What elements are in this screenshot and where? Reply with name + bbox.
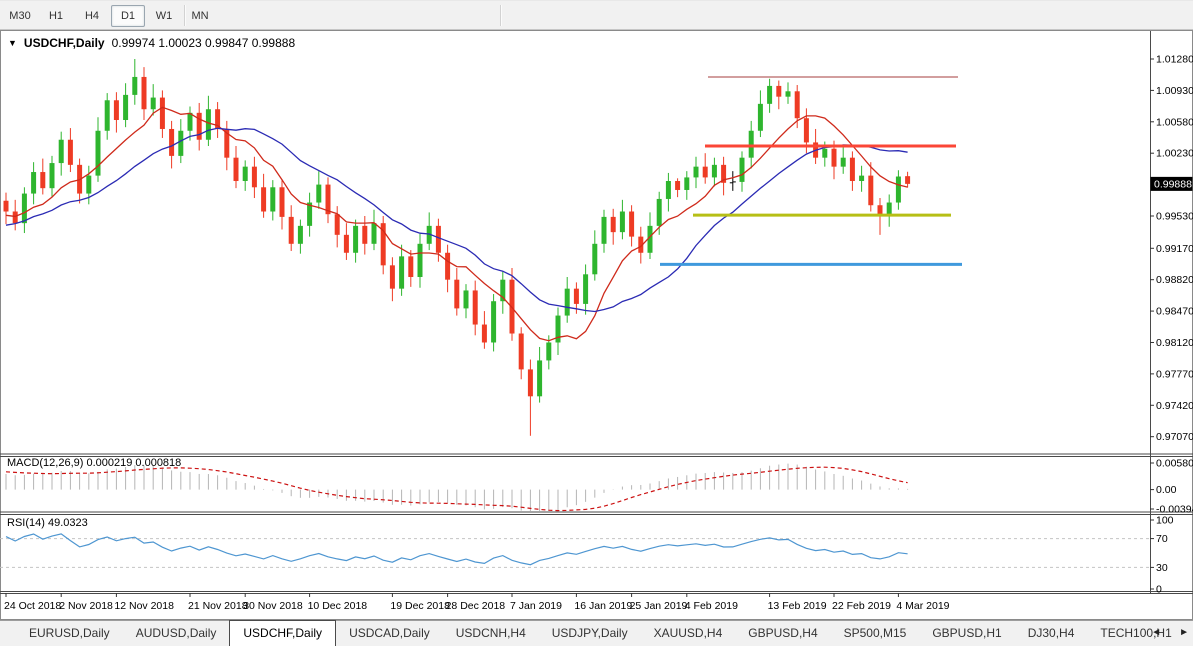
timeframe-button-m30[interactable]: M30 — [9, 10, 31, 22]
chart-symbol-label: USDCHF,Daily — [23, 36, 105, 50]
svg-text:10 Dec 2018: 10 Dec 2018 — [308, 600, 368, 612]
ma-fast-line — [5, 106, 908, 342]
svg-text:7 Jan 2019: 7 Jan 2019 — [510, 600, 562, 612]
timeframe-button-mn[interactable]: MN — [191, 10, 209, 22]
chart-tab-sp500-m15[interactable]: SP500,M15 — [843, 626, 907, 640]
chart-tab-usdcnh-h4[interactable]: USDCNH,H4 — [455, 626, 526, 640]
toolbar-separator — [500, 5, 502, 26]
svg-text:19 Dec 2018: 19 Dec 2018 — [390, 600, 450, 612]
chart-tab-dj30-h4[interactable]: DJ30,H4 — [1027, 626, 1075, 640]
svg-text:0.98120: 0.98120 — [1156, 337, 1193, 349]
svg-text:0.97420: 0.97420 — [1156, 400, 1193, 412]
rsi-indicator-label: RSI(14) 49.0323 — [7, 517, 88, 529]
chart-tab-usdchf-daily[interactable]: USDCHF,Daily — [229, 620, 337, 646]
svg-text:25 Jan 2019: 25 Jan 2019 — [630, 600, 688, 612]
ma-slow-line — [5, 127, 908, 313]
svg-text:1.00230: 1.00230 — [1156, 148, 1193, 160]
svg-text:-0.00394: -0.00394 — [1156, 504, 1193, 516]
svg-text:2 Nov 2018: 2 Nov 2018 — [59, 600, 113, 612]
tab-scroll-arrows: ◄ ► — [1151, 627, 1189, 638]
svg-text:24 Oct 2018: 24 Oct 2018 — [4, 600, 61, 612]
svg-text:1.00580: 1.00580 — [1156, 116, 1193, 128]
macd-signal-line — [5, 466, 908, 512]
rsi-pane — [0, 533, 1150, 568]
svg-text:70: 70 — [1156, 533, 1168, 545]
svg-text:21 Nov 2018: 21 Nov 2018 — [188, 600, 248, 612]
chart-background — [0, 30, 1193, 620]
svg-text:0.005802: 0.005802 — [1156, 458, 1193, 470]
chart-tab-usdjpy-daily[interactable]: USDJPY,Daily — [551, 626, 628, 640]
svg-text:0.97770: 0.97770 — [1156, 368, 1193, 380]
chart-tab-bar: EURUSD,Daily AUDUSD,Daily USDCHF,Daily USDC… — [0, 620, 1193, 646]
svg-text:0.99530: 0.99530 — [1156, 210, 1193, 222]
svg-text:30 Nov 2018: 30 Nov 2018 — [243, 600, 303, 612]
chart-tab-gbpusd-h1[interactable]: GBPUSD,H1 — [932, 626, 1002, 640]
toolbar-separator — [184, 5, 186, 26]
chart-ohlc-values: 0.99974 1.00023 0.99847 0.99888 — [111, 36, 296, 50]
svg-text:0.99170: 0.99170 — [1156, 243, 1193, 255]
svg-text:1.00930: 1.00930 — [1156, 85, 1193, 97]
svg-text:4 Feb 2019: 4 Feb 2019 — [685, 600, 738, 612]
svg-text:12 Nov 2018: 12 Nov 2018 — [114, 600, 174, 612]
svg-text:0: 0 — [1156, 584, 1162, 596]
svg-text:0.00: 0.00 — [1156, 484, 1177, 496]
chart-tab-audusd-daily[interactable]: AUDUSD,Daily — [135, 626, 217, 640]
svg-text:13 Feb 2019: 13 Feb 2019 — [768, 600, 827, 612]
chart-menu-dropdown-icon[interactable]: ▼ — [8, 38, 17, 48]
timeframe-buttons: M30 H1 H4 D1 W1 MN — [3, 5, 217, 27]
svg-text:0.99888: 0.99888 — [1154, 178, 1192, 190]
chart-tab-eurusd-daily[interactable]: EURUSD,Daily — [29, 626, 110, 640]
svg-text:22 Feb 2019: 22 Feb 2019 — [832, 600, 891, 612]
svg-text:16 Jan 2019: 16 Jan 2019 — [574, 600, 632, 612]
svg-text:1.01280: 1.01280 — [1156, 54, 1193, 66]
current-price-tag — [1150, 176, 1193, 191]
timeframe-button-d1[interactable]: D1 — [111, 5, 145, 27]
chart-tab-gbpusd-h4[interactable]: GBPUSD,H4 — [748, 626, 818, 640]
rsi-line — [5, 533, 908, 566]
timeframe-button-h1[interactable]: H1 — [48, 10, 64, 22]
chart-tab-tech100-h1[interactable]: TECH100,H1 — [1100, 626, 1172, 640]
price-scale[interactable]: 1.01280 1.00930 1.00580 1.00230 0.99530 0.991… — [1150, 31, 1193, 596]
svg-text:28 Dec 2018: 28 Dec 2018 — [446, 600, 506, 612]
macd-indicator-label: MACD(12,26,9) 0.000219 0.000818 — [7, 457, 182, 469]
chart-tab-usdcad-daily[interactable]: USDCAD,Daily — [349, 626, 430, 640]
tab-scroll-right-icon[interactable]: ► — [1179, 627, 1189, 638]
svg-text:0.98820: 0.98820 — [1156, 274, 1193, 286]
timeframe-button-w1[interactable]: W1 — [155, 10, 173, 22]
svg-text:0.98470: 0.98470 — [1156, 306, 1193, 318]
svg-text:0.97070: 0.97070 — [1156, 431, 1193, 443]
chart-title: ▼ USDCHF,Daily 0.99974 1.00023 0.99847 0… — [8, 36, 295, 50]
tab-scroll-left-icon[interactable]: ◄ — [1151, 627, 1162, 638]
timeframe-toolbar: M30 H1 H4 D1 W1 MN — [0, 0, 1193, 30]
svg-text:30: 30 — [1156, 562, 1168, 574]
svg-text:4 Mar 2019: 4 Mar 2019 — [896, 600, 949, 612]
timeframe-button-h4[interactable]: H4 — [84, 10, 100, 22]
macd-pane — [5, 463, 909, 512]
svg-text:100: 100 — [1156, 515, 1174, 527]
chart-tab-xauusd-h4[interactable]: XAUUSD,H4 — [653, 626, 723, 640]
